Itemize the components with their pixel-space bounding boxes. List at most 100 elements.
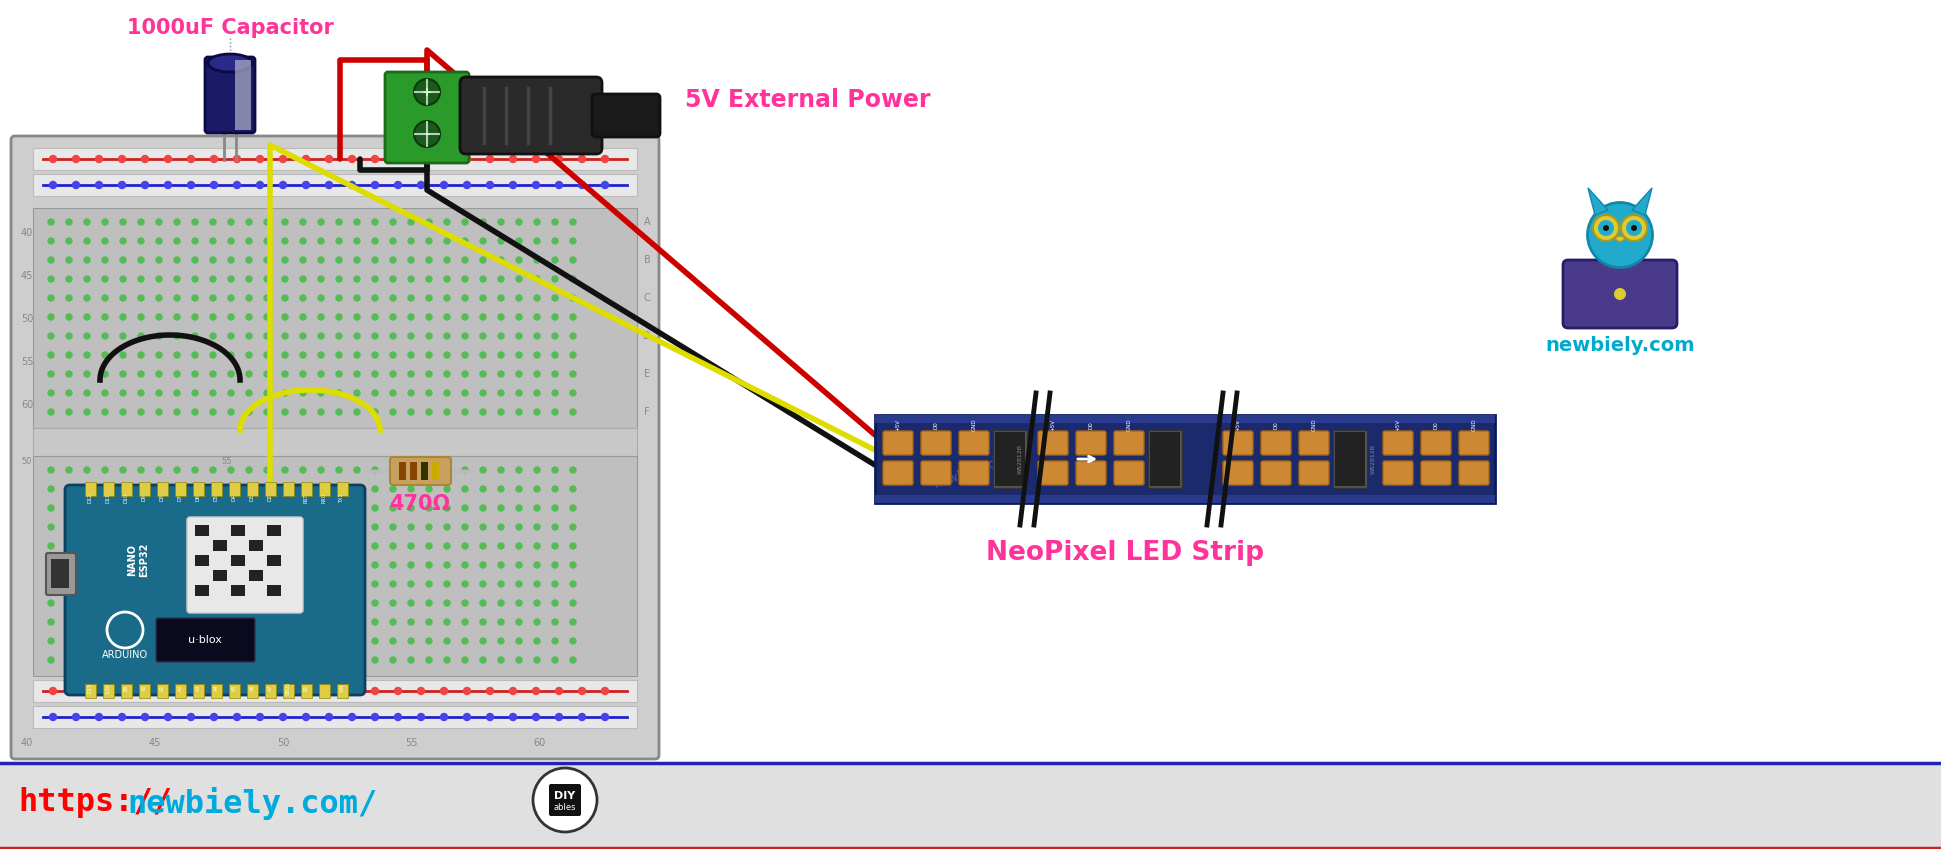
Circle shape (408, 543, 413, 549)
Circle shape (210, 390, 215, 396)
Text: ables: ables (553, 803, 576, 812)
Circle shape (281, 295, 287, 301)
Circle shape (1603, 225, 1609, 231)
Circle shape (103, 371, 109, 377)
Circle shape (210, 486, 215, 492)
Circle shape (66, 390, 72, 396)
FancyBboxPatch shape (1460, 461, 1489, 485)
Circle shape (120, 390, 126, 396)
Circle shape (516, 219, 522, 225)
Circle shape (425, 219, 433, 225)
Circle shape (247, 505, 252, 511)
Bar (421, 462, 429, 480)
Circle shape (425, 638, 433, 644)
Circle shape (479, 314, 485, 320)
Circle shape (83, 524, 89, 530)
Bar (103, 482, 115, 496)
Circle shape (264, 333, 270, 339)
Circle shape (318, 600, 324, 606)
Circle shape (66, 467, 72, 473)
Circle shape (373, 371, 378, 377)
Circle shape (175, 486, 181, 492)
Text: 5V External Power: 5V External Power (685, 88, 930, 112)
Circle shape (264, 562, 270, 568)
Circle shape (499, 238, 505, 244)
Circle shape (49, 581, 54, 587)
Bar (85, 482, 95, 496)
Text: GND: GND (1126, 419, 1132, 431)
Text: newbiely.com/: newbiely.com/ (126, 786, 377, 819)
Circle shape (49, 295, 54, 301)
Circle shape (390, 638, 396, 644)
Text: 60: 60 (534, 738, 545, 748)
Circle shape (303, 713, 309, 721)
Text: 55: 55 (221, 457, 233, 465)
Circle shape (326, 155, 332, 162)
Circle shape (408, 219, 413, 225)
Circle shape (444, 314, 450, 320)
Circle shape (155, 409, 161, 415)
Bar (120, 684, 132, 698)
Circle shape (602, 182, 608, 188)
Circle shape (353, 467, 359, 473)
Text: 1000uF Capacitor: 1000uF Capacitor (126, 18, 334, 38)
Circle shape (336, 524, 342, 530)
Circle shape (425, 238, 433, 244)
Text: NeoPixel LED Strip: NeoPixel LED Strip (986, 540, 1264, 566)
Circle shape (227, 562, 235, 568)
Bar (318, 482, 330, 496)
Text: 55: 55 (406, 738, 417, 748)
Circle shape (532, 688, 540, 694)
Circle shape (247, 467, 252, 473)
Circle shape (192, 333, 198, 339)
Circle shape (281, 524, 287, 530)
Circle shape (516, 409, 522, 415)
Circle shape (425, 371, 433, 377)
Circle shape (336, 543, 342, 549)
Circle shape (233, 688, 241, 694)
Circle shape (444, 333, 450, 339)
Circle shape (227, 352, 235, 358)
Circle shape (479, 467, 485, 473)
Circle shape (49, 276, 54, 282)
Circle shape (318, 562, 324, 568)
Circle shape (281, 219, 287, 225)
Circle shape (444, 505, 450, 511)
Circle shape (516, 333, 522, 339)
Circle shape (479, 581, 485, 587)
Circle shape (417, 713, 425, 721)
Circle shape (138, 524, 144, 530)
Circle shape (441, 713, 448, 721)
Circle shape (301, 581, 307, 587)
Circle shape (256, 155, 264, 162)
Circle shape (66, 314, 72, 320)
Circle shape (72, 688, 80, 694)
Circle shape (103, 219, 109, 225)
Circle shape (233, 182, 241, 188)
FancyBboxPatch shape (883, 461, 912, 485)
Circle shape (444, 562, 450, 568)
Text: E: E (644, 369, 650, 379)
Circle shape (390, 257, 396, 263)
Text: +5V: +5V (1396, 419, 1401, 431)
Circle shape (301, 562, 307, 568)
Circle shape (138, 219, 144, 225)
Circle shape (247, 371, 252, 377)
Text: D11: D11 (105, 493, 111, 503)
Circle shape (499, 333, 505, 339)
Circle shape (155, 505, 161, 511)
Text: 60: 60 (421, 457, 433, 465)
Text: newbiely.com: newbiely.com (1545, 335, 1694, 355)
Circle shape (425, 543, 433, 549)
Circle shape (103, 657, 109, 663)
Circle shape (499, 390, 505, 396)
Circle shape (516, 562, 522, 568)
Circle shape (408, 238, 413, 244)
Circle shape (336, 276, 342, 282)
Circle shape (66, 600, 72, 606)
Circle shape (120, 486, 126, 492)
Bar (85, 684, 95, 698)
Circle shape (227, 409, 235, 415)
Circle shape (264, 238, 270, 244)
Circle shape (66, 257, 72, 263)
